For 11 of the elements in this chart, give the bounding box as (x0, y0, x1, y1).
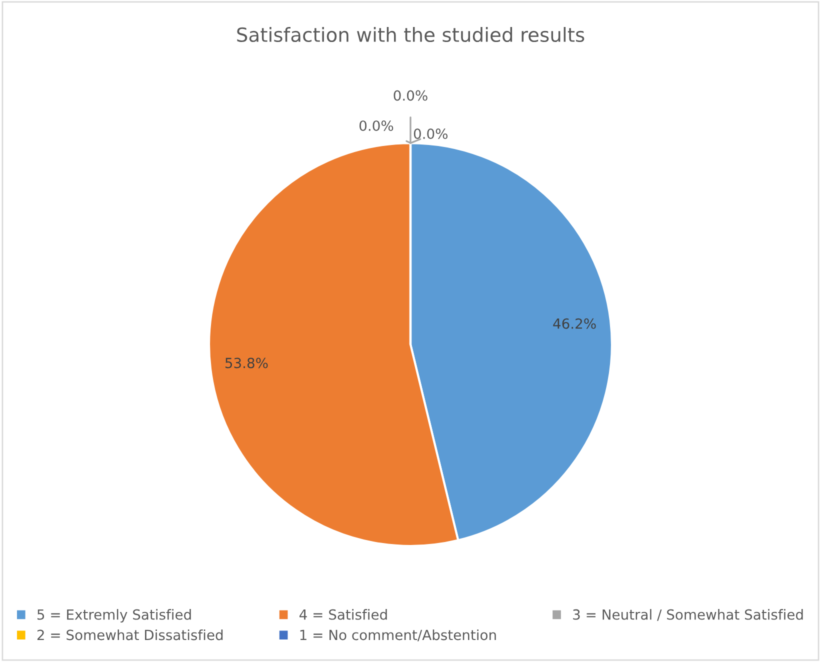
legend-label: 3 = Neutral / Somewhat Satisfied (573, 609, 803, 621)
chart-title: Satisfaction with the studied results (237, 27, 584, 42)
text: 0.0% (414, 128, 448, 140)
legend-label: 2 = Somewhat Dissatisfied (37, 629, 223, 640)
data-label: 46.2% (553, 318, 596, 329)
legend-label: 5 = Extremly Satisfied (37, 609, 191, 622)
text: 0.0% (394, 90, 428, 101)
text: 0.0% (360, 120, 394, 131)
legend-label: 1 = No comment/Abstention (300, 629, 496, 642)
legend-label: 4 = Satisfied (300, 609, 387, 620)
data-label: 53.8% (225, 358, 268, 368)
